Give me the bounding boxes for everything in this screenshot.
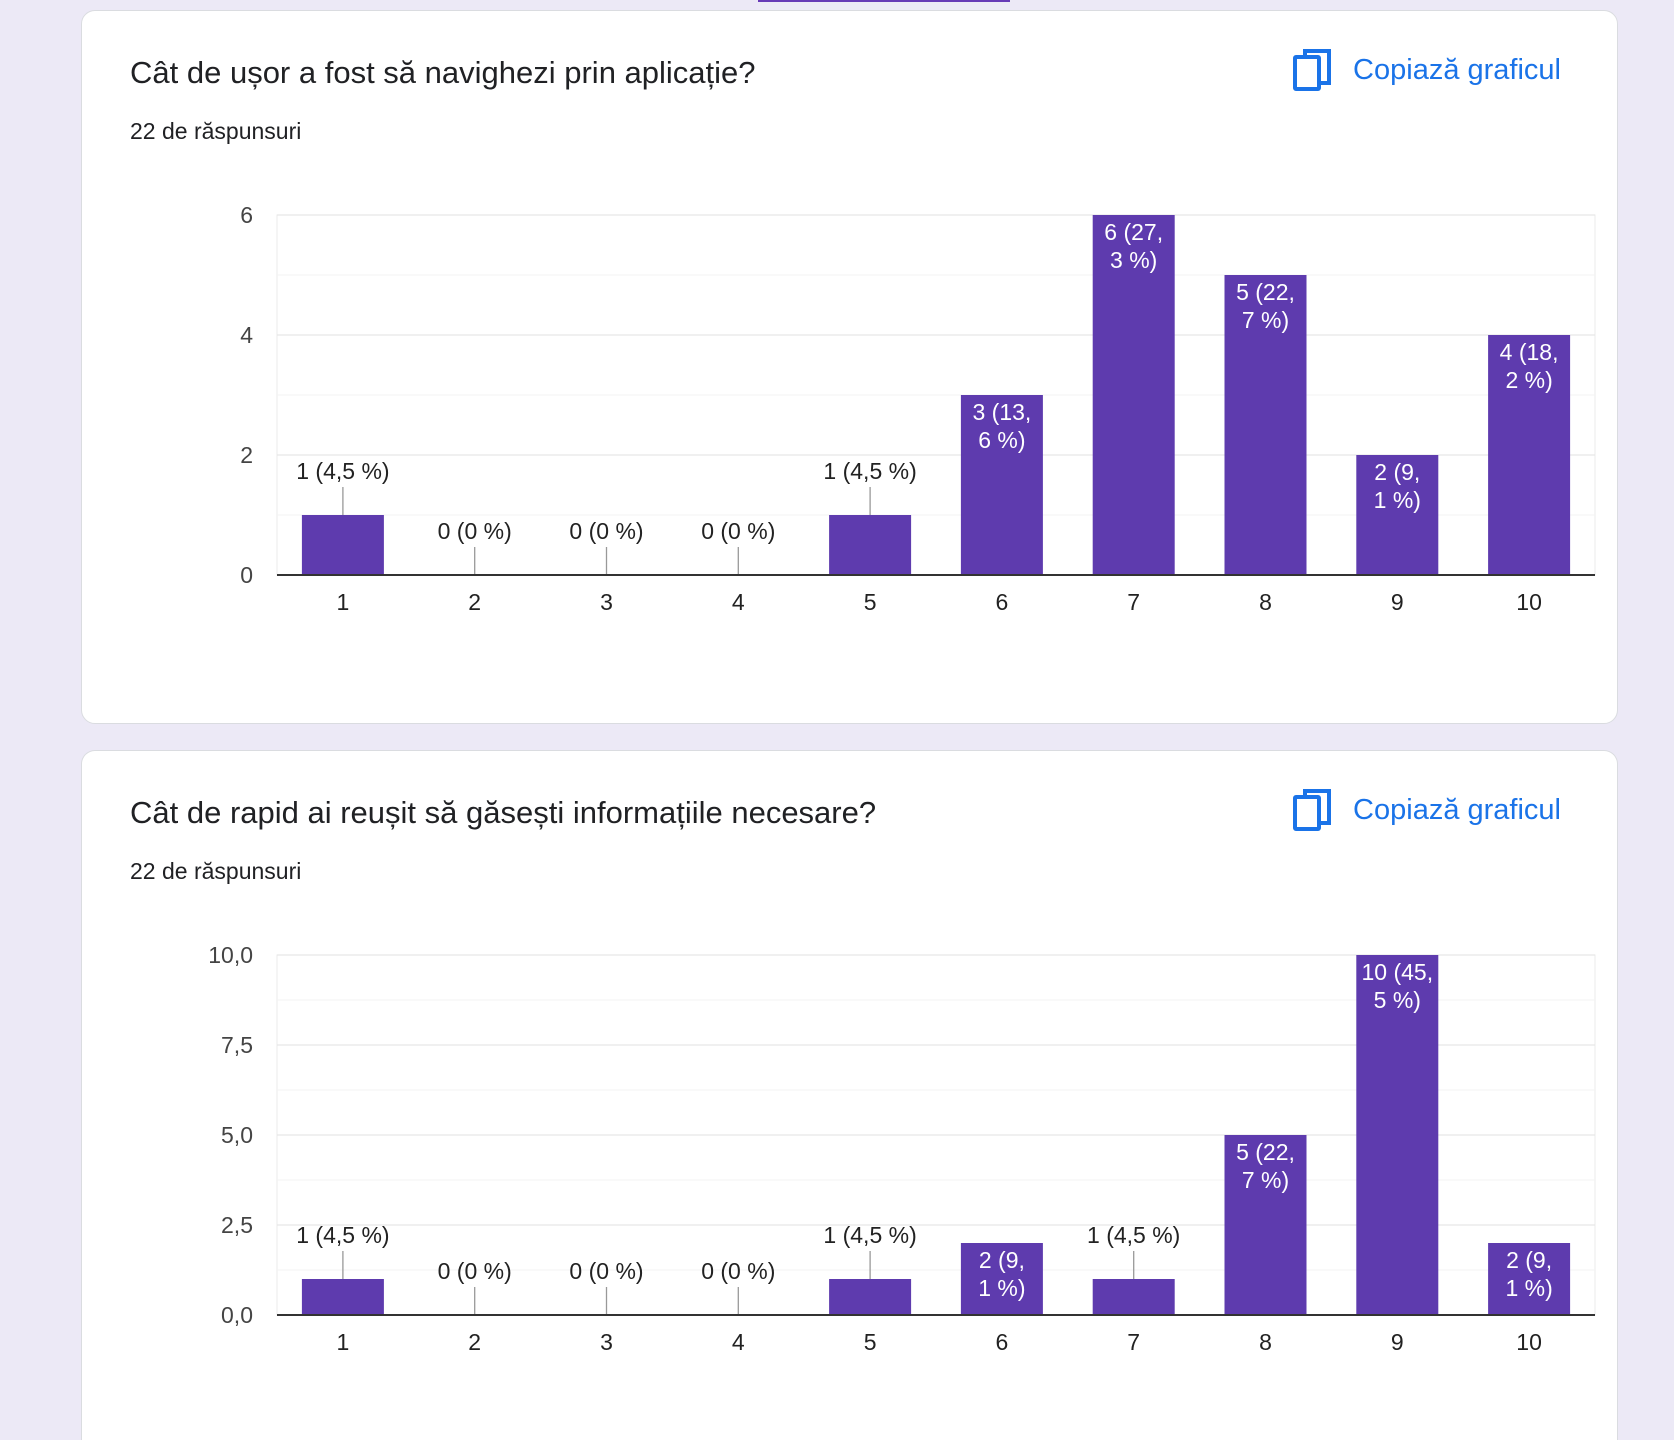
x-tick-label: 7: [1127, 589, 1140, 615]
data-label: 1 (4,5 %): [823, 1222, 916, 1248]
data-label: 1 %): [1505, 1275, 1552, 1301]
y-tick-label: 2: [240, 442, 253, 468]
question-card-ease: Cât de ușor a fost să navighezi prin apl…: [81, 10, 1618, 724]
data-label: 5 (22,: [1236, 279, 1295, 305]
y-tick-label: 10,0: [208, 942, 253, 968]
bar: [301, 515, 384, 575]
data-label: 0 (0 %): [438, 1258, 512, 1284]
data-label: 2 (9,: [1374, 459, 1420, 485]
y-tick-label: 4: [240, 322, 253, 348]
x-tick-label: 2: [468, 1329, 481, 1355]
bar: [301, 1279, 384, 1315]
x-tick-label: 2: [468, 589, 481, 615]
data-label: 1 %): [1374, 487, 1421, 513]
data-label: 7 %): [1242, 1167, 1289, 1193]
x-tick-label: 6: [996, 589, 1009, 615]
data-label: 7 %): [1242, 307, 1289, 333]
y-tick-label: 0: [240, 562, 253, 588]
bar: [1224, 275, 1307, 575]
bar: [1092, 1279, 1175, 1315]
x-tick-label: 4: [732, 589, 745, 615]
x-tick-label: 5: [864, 589, 877, 615]
data-label: 5 (22,: [1236, 1139, 1295, 1165]
bar: [1224, 1135, 1307, 1315]
data-label: 1 (4,5 %): [1087, 1222, 1180, 1248]
bar: [829, 515, 912, 575]
data-label: 3 (13,: [972, 399, 1031, 425]
x-tick-label: 8: [1259, 589, 1272, 615]
data-label: 1 %): [978, 1275, 1025, 1301]
data-label: 1 (4,5 %): [296, 1222, 389, 1248]
y-tick-label: 0,0: [221, 1302, 253, 1328]
x-tick-label: 4: [732, 1329, 745, 1355]
question-title: Cât de ușor a fost să navighezi prin apl…: [130, 55, 756, 90]
copy-chart-button[interactable]: Copiază graficul: [1293, 789, 1561, 831]
copy-chart-button[interactable]: Copiază graficul: [1293, 49, 1561, 91]
bar: [1488, 1243, 1571, 1315]
bar: [1356, 455, 1439, 575]
copy-icon: [1293, 49, 1332, 91]
data-label: 6 %): [978, 427, 1025, 453]
data-label: 4 (18,: [1500, 339, 1559, 365]
x-tick-label: 1: [337, 1329, 350, 1355]
x-tick-label: 3: [600, 589, 613, 615]
data-label: 0 (0 %): [438, 518, 512, 544]
bar: [960, 1243, 1043, 1315]
x-tick-label: 10: [1516, 1329, 1542, 1355]
x-tick-label: 5: [864, 1329, 877, 1355]
x-tick-label: 6: [996, 1329, 1009, 1355]
x-tick-label: 1: [337, 589, 350, 615]
response-count: 22 de răspunsuri: [130, 858, 302, 884]
data-label: 10 (45,: [1361, 959, 1433, 985]
y-tick-label: 5,0: [221, 1122, 253, 1148]
data-label: 0 (0 %): [569, 1258, 643, 1284]
data-label: 2 %): [1505, 367, 1552, 393]
x-tick-label: 9: [1391, 1329, 1404, 1355]
data-label: 0 (0 %): [701, 518, 775, 544]
tab-indicator: [758, 0, 1010, 2]
bar: [1092, 215, 1175, 575]
data-label: 5 %): [1374, 987, 1421, 1013]
bar: [960, 395, 1043, 575]
response-count: 22 de răspunsuri: [130, 118, 302, 144]
bar-chart-speed: 0,0 2,5 5,0 7,5 10,0 1 1 (4,5 %) 2 0 (0 %) 3 0 (0 …: [208, 942, 1596, 1355]
x-tick-label: 7: [1127, 1329, 1140, 1355]
bar: [1488, 335, 1571, 575]
bar: [829, 1279, 912, 1315]
bar-chart-ease: 0 2 4 6 1 1 (4,5 %) 2 0 (0 %) 3 0 (0 %) 4 0 (0 %) 5 1…: [240, 202, 1596, 615]
data-label: 6 (27,: [1104, 219, 1163, 245]
data-label: 0 (0 %): [701, 1258, 775, 1284]
copy-chart-label: Copiază graficul: [1353, 793, 1561, 826]
data-label: 2 (9,: [1506, 1247, 1552, 1273]
y-tick-label: 6: [240, 202, 253, 228]
data-label: 2 (9,: [979, 1247, 1025, 1273]
bar: [1356, 955, 1439, 1315]
data-label: 1 (4,5 %): [823, 458, 916, 484]
y-tick-label: 2,5: [221, 1212, 253, 1238]
question-card-speed: Cât de rapid ai reușit să găsești inform…: [81, 750, 1618, 1440]
y-tick-label: 7,5: [221, 1032, 253, 1058]
x-tick-label: 9: [1391, 589, 1404, 615]
copy-icon: [1293, 789, 1332, 831]
data-label: 3 %): [1110, 247, 1157, 273]
x-tick-label: 3: [600, 1329, 613, 1355]
question-title: Cât de rapid ai reușit să găsești inform…: [130, 795, 877, 830]
x-tick-label: 8: [1259, 1329, 1272, 1355]
copy-chart-label: Copiază graficul: [1353, 53, 1561, 86]
data-label: 1 (4,5 %): [296, 458, 389, 484]
data-label: 0 (0 %): [569, 518, 643, 544]
x-tick-label: 10: [1516, 589, 1542, 615]
